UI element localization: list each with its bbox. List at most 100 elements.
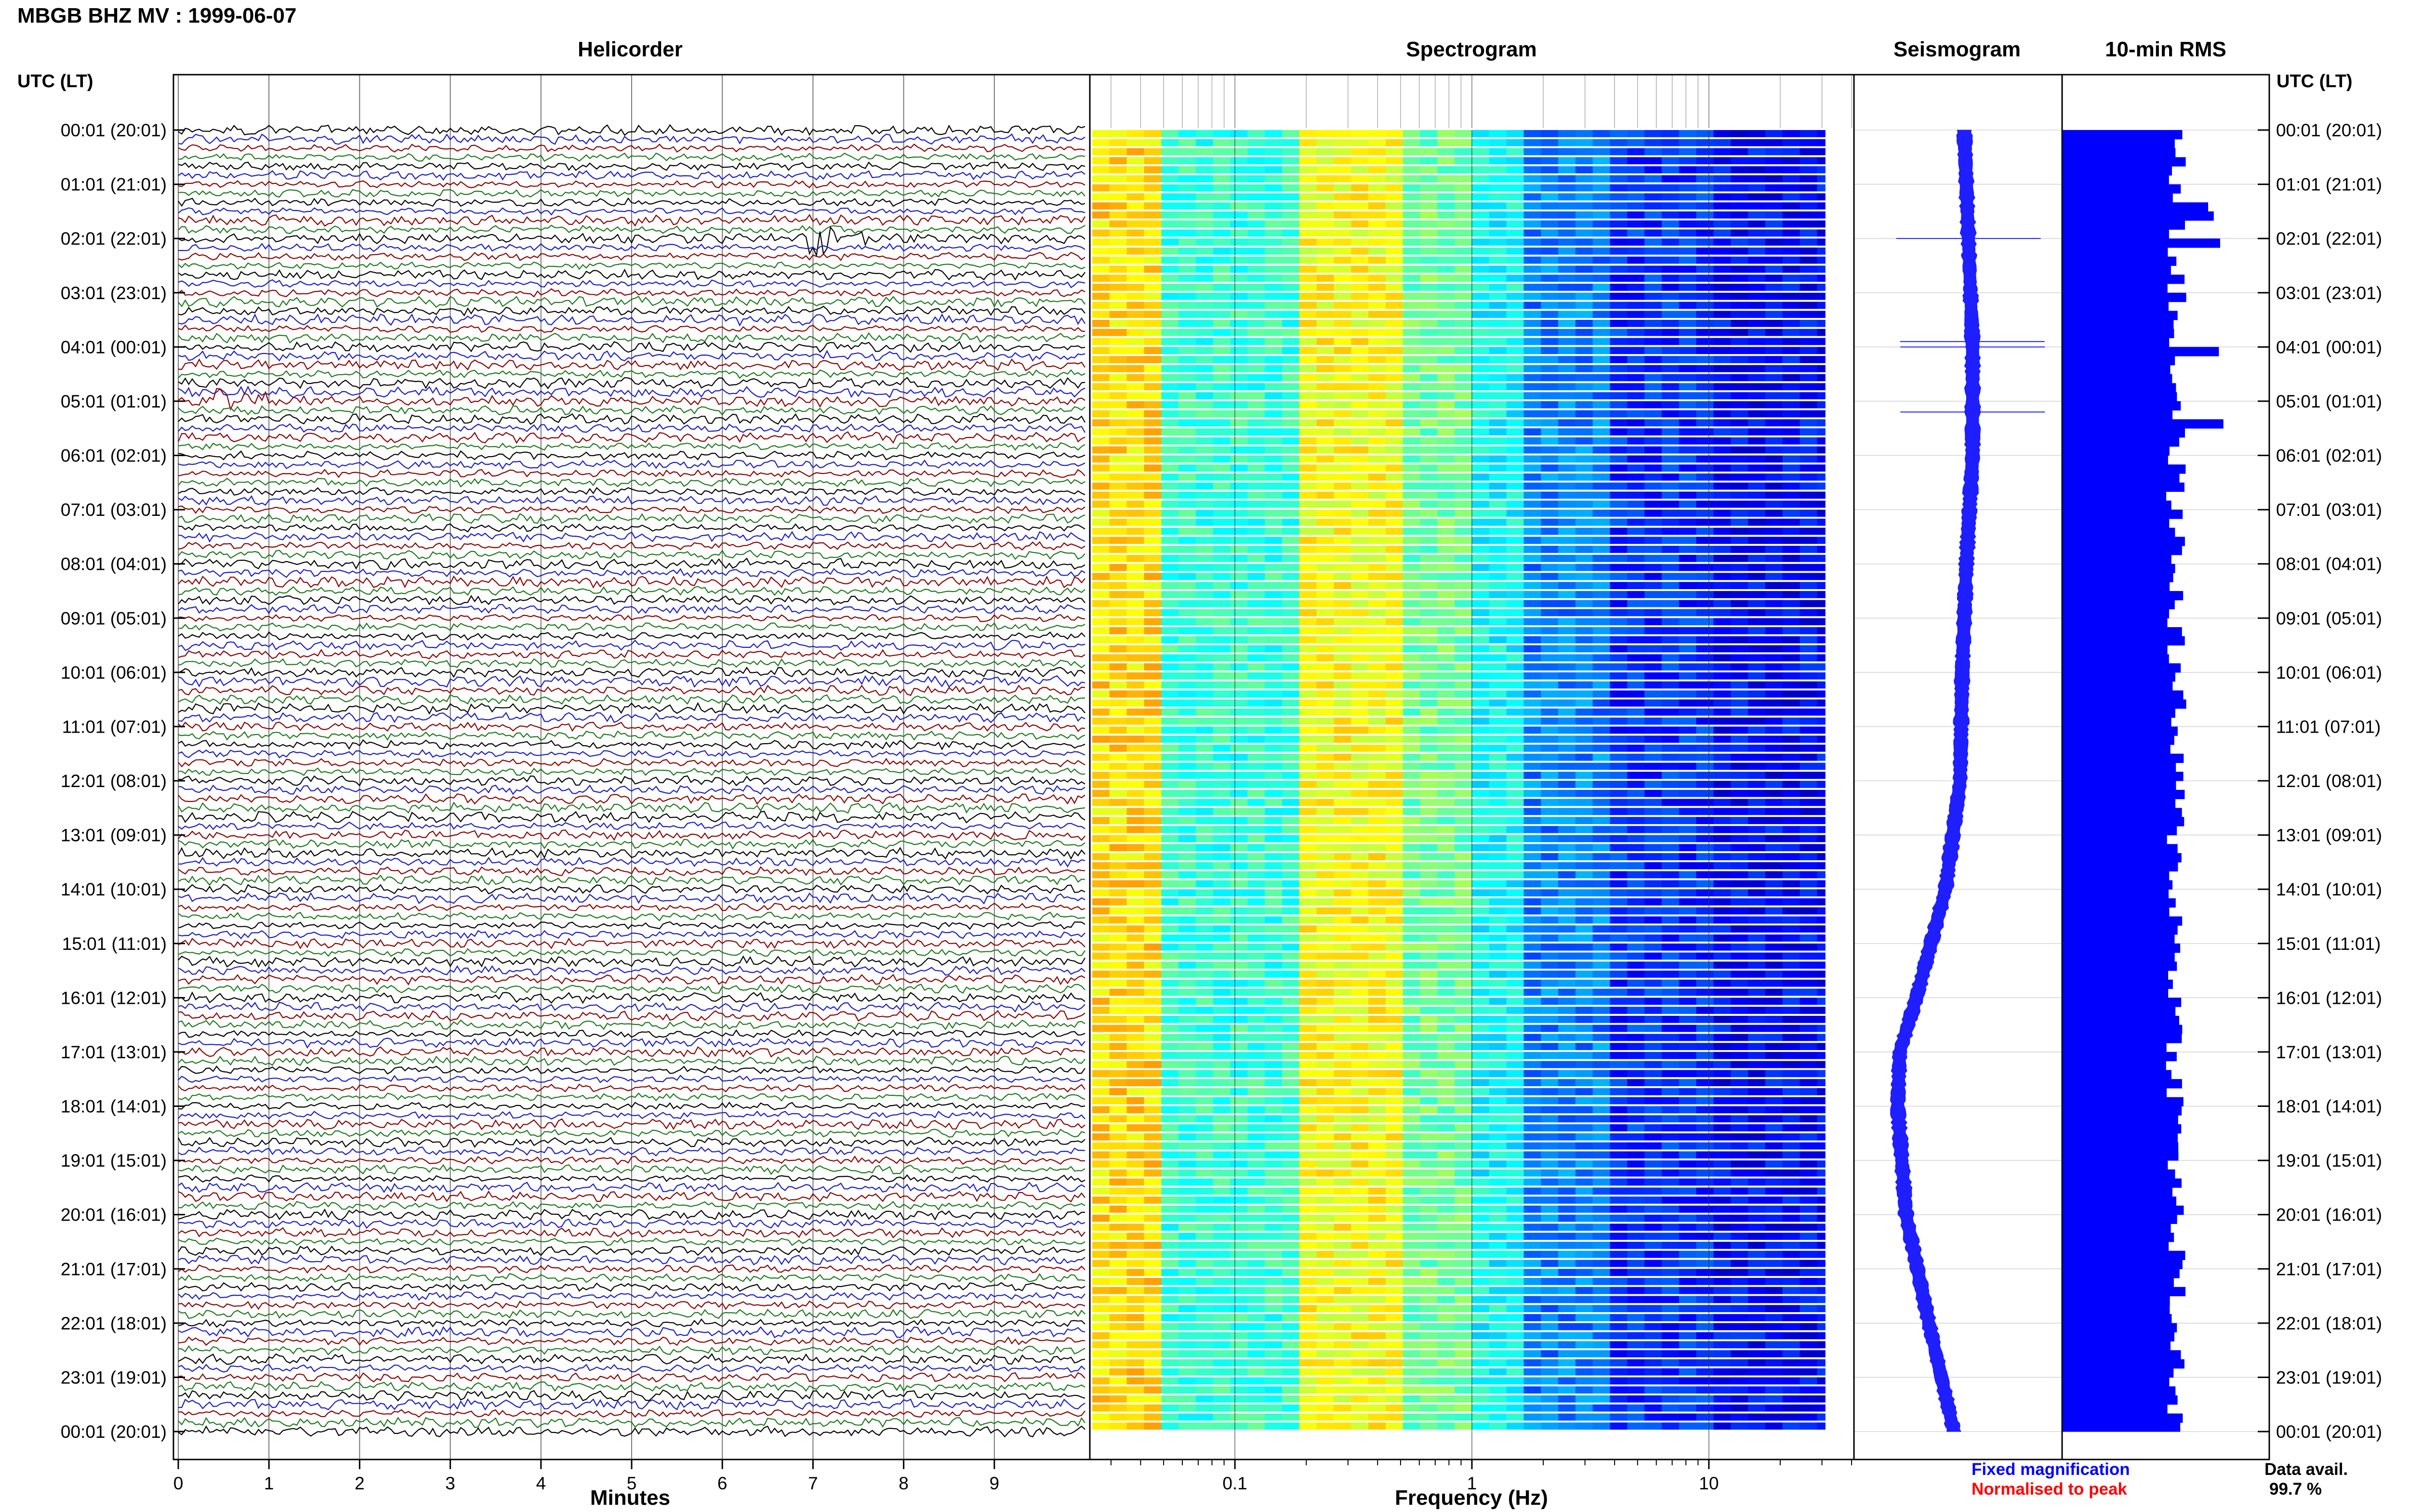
spectrogram-cell xyxy=(1783,925,1800,933)
spectrogram-cell xyxy=(1403,1106,1421,1114)
spectrogram-cell xyxy=(1282,510,1300,517)
spectrogram-cell xyxy=(1662,1097,1680,1104)
spectrogram-cell xyxy=(1696,437,1714,445)
spectrogram-cell xyxy=(1472,1106,1490,1114)
spectrogram-cell xyxy=(1247,437,1265,445)
spectrogram-cell xyxy=(1231,998,1248,1005)
spectrogram-cell xyxy=(1368,473,1386,481)
spectrogram-cell xyxy=(1127,1034,1145,1041)
spectrogram-cell xyxy=(1231,437,1248,445)
spectrogram-cell xyxy=(1213,944,1231,951)
spectrogram-cell xyxy=(1110,401,1127,408)
spectrogram-cell xyxy=(1092,266,1110,273)
spectrogram-cell xyxy=(1472,193,1490,200)
spectrogram-cell xyxy=(1558,781,1576,788)
spectrogram-cell xyxy=(1541,600,1559,607)
spectrogram-cell xyxy=(1299,392,1317,399)
spectrogram-cell xyxy=(1558,826,1576,833)
spectrogram-cell xyxy=(1627,699,1645,707)
spectrogram-cell xyxy=(1644,311,1662,318)
spectrogram-cell xyxy=(1489,546,1507,553)
spectrogram-cell xyxy=(1817,609,1825,617)
spectrogram-cell xyxy=(1783,464,1800,472)
spectrogram-cell xyxy=(1593,546,1611,553)
spectrogram-cell xyxy=(1541,392,1559,399)
spectrogram-cell xyxy=(1610,221,1628,228)
spectrogram-cell xyxy=(1110,609,1127,617)
spectrogram-cell xyxy=(1610,456,1628,463)
spectrogram-cell xyxy=(1731,383,1748,390)
spectrogram-cell xyxy=(1437,1079,1455,1086)
spectrogram-cell xyxy=(1662,672,1680,680)
spectrogram-cell xyxy=(1696,853,1714,860)
spectrogram-cell xyxy=(1144,184,1162,192)
spectrogram-cell xyxy=(1593,1025,1611,1032)
spectrogram-cell xyxy=(1541,1124,1559,1131)
spectrogram-cell xyxy=(1575,844,1593,851)
spectrogram-cell xyxy=(1455,627,1472,634)
spectrogram-cell xyxy=(1489,582,1507,589)
spectrogram-cell xyxy=(1437,835,1455,842)
spectrogram-cell xyxy=(1800,1088,1818,1095)
spectrogram-cell xyxy=(1800,139,1818,146)
spectrogram-cell xyxy=(1282,456,1300,463)
spectrogram-cell xyxy=(1213,546,1231,553)
spectrogram-cell xyxy=(1748,356,1766,363)
spectrogram-cell xyxy=(1368,184,1386,192)
spectrogram-cell xyxy=(1144,157,1162,164)
spectrogram-cell xyxy=(1334,699,1352,707)
spectrogram-cell xyxy=(1161,699,1179,707)
spectrogram-cell xyxy=(1627,284,1645,291)
spectrogram-cell xyxy=(1317,248,1335,255)
spectrogram-cell xyxy=(1196,365,1214,372)
spectrogram-cell xyxy=(1662,248,1680,255)
spectrogram-cell xyxy=(1403,853,1421,860)
spectrogram-cell xyxy=(1489,898,1507,906)
spectrogram-cell xyxy=(1472,582,1490,589)
spectrogram-cell xyxy=(1714,862,1732,869)
spectrogram-cell xyxy=(1679,1025,1697,1032)
spectrogram-cell xyxy=(1541,835,1559,842)
spectrogram-cell xyxy=(1299,772,1317,779)
spectrogram-cell xyxy=(1696,1061,1714,1068)
spectrogram-cell xyxy=(1507,736,1524,743)
spectrogram-cell xyxy=(1489,202,1507,210)
spectrogram-cell xyxy=(1092,1097,1110,1104)
spectrogram-cell xyxy=(1196,1088,1214,1095)
spectrogram-cell xyxy=(1420,410,1438,418)
spectrogram-cell xyxy=(1610,528,1628,535)
spectrogram-cell xyxy=(1420,609,1438,617)
spectrogram-cell xyxy=(1662,934,1680,942)
spectrogram-cell xyxy=(1368,447,1386,454)
spectrogram-cell xyxy=(1299,763,1317,770)
spectrogram-cell xyxy=(1679,618,1697,625)
spectrogram-cell xyxy=(1575,907,1593,915)
spectrogram-cell xyxy=(1679,410,1697,418)
spectrogram-cell xyxy=(1196,699,1214,707)
spectrogram-cell xyxy=(1748,184,1766,192)
spectrogram-cell xyxy=(1662,1088,1680,1095)
spectrogram-cell xyxy=(1714,898,1732,906)
spectrogram-cell xyxy=(1489,1007,1507,1014)
spectrogram-cell xyxy=(1127,519,1145,526)
spectrogram-cell xyxy=(1403,763,1421,770)
spectrogram-cell xyxy=(1644,284,1662,291)
spectrogram-cell xyxy=(1644,1025,1662,1032)
spectrogram-cell xyxy=(1748,202,1766,210)
spectrogram-cell xyxy=(1696,618,1714,625)
spectrogram-cell xyxy=(1334,130,1352,137)
spectrogram-cell xyxy=(1351,284,1369,291)
spectrogram-cell xyxy=(1110,257,1127,264)
spectrogram-cell xyxy=(1748,528,1766,535)
spectrogram-cell xyxy=(1403,1088,1421,1095)
spectrogram-cell xyxy=(1524,944,1542,951)
spectrogram-cell xyxy=(1317,365,1335,372)
spectrogram-cell xyxy=(1351,383,1369,390)
spectrogram-cell xyxy=(1627,925,1645,933)
spectrogram-cell xyxy=(1161,718,1179,725)
spectrogram-cell xyxy=(1507,365,1524,372)
spectrogram-cell xyxy=(1110,148,1127,156)
spectrogram-cell xyxy=(1765,663,1783,671)
spectrogram-cell xyxy=(1196,275,1214,282)
spectrogram-cell xyxy=(1299,275,1317,282)
